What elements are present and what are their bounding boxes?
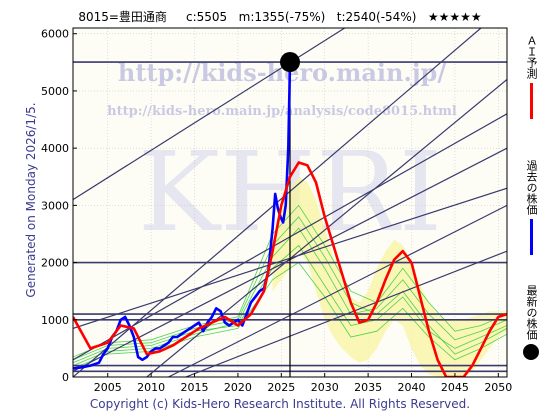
- y-tick-label: 3000: [41, 199, 69, 212]
- chart-header: 8015=豊田通商 c:5505 m:1355(-75%) t:2540(-54…: [0, 9, 560, 25]
- legend-entry: ＡＩ予測: [521, 35, 541, 119]
- forecast-band-area: [272, 176, 507, 377]
- legend-line-swatch: [529, 219, 533, 255]
- legend-line-swatch: [529, 83, 533, 119]
- x-tick-label: 2025: [267, 381, 295, 394]
- simulation-line: [73, 216, 507, 361]
- simulation-line: [73, 262, 507, 369]
- legend-label: 過去の株価: [525, 160, 538, 215]
- copyright-footer: Copyright (c) Kids-Hero Research Institu…: [89, 397, 471, 411]
- min-prediction: m:1355(-75%): [238, 10, 326, 24]
- x-tick-label: 2035: [354, 381, 382, 394]
- ai-forecast-line: [73, 161, 507, 377]
- y-tick-label: 2000: [41, 257, 69, 270]
- forecast-band: [272, 176, 507, 377]
- x-tick-label: 2010: [137, 381, 165, 394]
- tick-labels: 2005 2010 2015 2020 2025 2030 2035 2040 2045 2050…: [41, 28, 512, 394]
- legend-label: 最新の株価: [525, 285, 538, 340]
- simulation-line: [73, 204, 507, 358]
- legend-label: ＡＩ予測: [525, 35, 538, 79]
- y-tick-label: 5000: [41, 85, 69, 98]
- x-tick-label: 2015: [181, 381, 209, 394]
- x-tick-label: 2040: [398, 381, 426, 394]
- trend-line: [168, 204, 507, 377]
- plot-frame: [72, 27, 508, 378]
- legend-entry: 最新の株価: [521, 285, 541, 360]
- target-prediction: t:2540(-54%): [336, 10, 417, 24]
- x-tick-label: 2030: [311, 381, 339, 394]
- forecast-simulations: [73, 204, 507, 369]
- x-tick-label: 2050: [484, 381, 512, 394]
- series-layer: [73, 61, 507, 377]
- y-tick-label: 1000: [41, 314, 69, 327]
- y-tick-label: 4000: [41, 142, 69, 155]
- legend-dot-icon: [523, 344, 539, 360]
- trend-line: [73, 28, 346, 201]
- x-tick-label: 2020: [224, 381, 252, 394]
- watermark-url-small: http://kids-hero.main.jp/analysis/code80…: [107, 104, 457, 119]
- current-price: c:5505: [186, 10, 228, 24]
- x-tick-label: 2005: [94, 381, 122, 394]
- stock-code-name: 8015=豊田通商: [78, 10, 167, 24]
- axes: [72, 27, 508, 378]
- y-tick-label: 0: [62, 371, 69, 384]
- rating-stars: ★★★★★: [427, 10, 482, 24]
- horizontal-levels: [73, 61, 507, 377]
- x-tick-label: 2045: [441, 381, 469, 394]
- y-tick-label: 6000: [41, 28, 69, 41]
- simulation-line: [73, 244, 507, 364]
- legend-entry: 過去の株価: [521, 160, 541, 255]
- latest-price-dot: [280, 52, 300, 73]
